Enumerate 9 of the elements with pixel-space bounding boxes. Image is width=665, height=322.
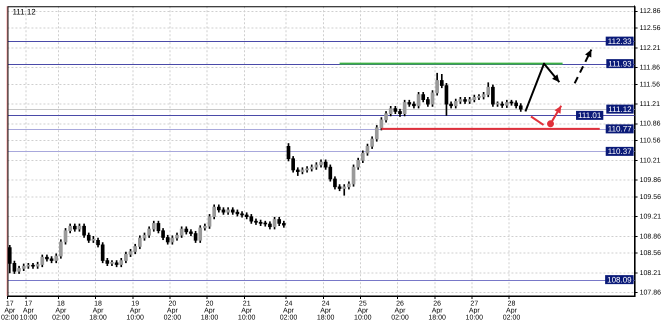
ref-line-label: 112.33: [608, 36, 632, 46]
ref-line-label: 108.09: [607, 275, 632, 284]
ref-line-label: 111.12: [608, 104, 632, 114]
ref-line-label: 111.01: [578, 111, 602, 120]
ref-line-label: 111.93: [608, 59, 632, 68]
ref-line-label: 110.77: [608, 124, 632, 134]
candlestick: [31, 263, 35, 269]
ref-line-label: 110.37: [608, 147, 632, 156]
annotation: 111.12: [12, 7, 36, 16]
